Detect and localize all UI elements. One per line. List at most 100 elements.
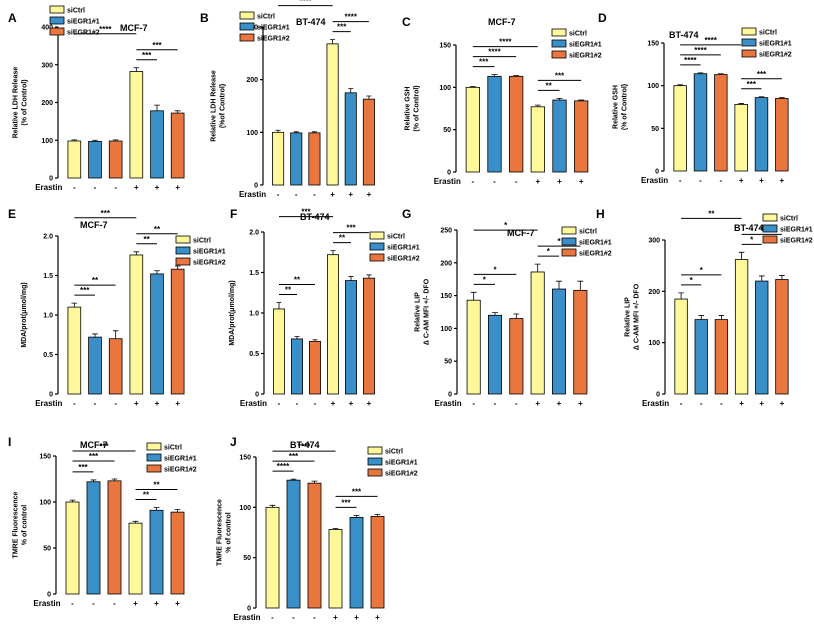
error-bar (366, 95, 372, 100)
panel-e: E MCF-7 0 0.5 1.0 1.5 2.0 MDA/prot(μmol/mg) - - - +… (8, 207, 226, 408)
significance-label: ** (154, 225, 161, 234)
error-bar (348, 88, 354, 93)
treatment-label: + (578, 399, 583, 408)
legend-label: siCtrl (759, 30, 777, 37)
error-bar (556, 97, 563, 101)
legend-swatch (741, 49, 757, 58)
error-bar (276, 302, 282, 309)
y-tick-label: 50 (651, 126, 659, 133)
significance-label: **** (345, 13, 358, 22)
legend-label: siCtrl (257, 14, 275, 21)
legend-swatch (175, 246, 191, 255)
significance-label: *** (101, 209, 111, 218)
y-tick-label: 1.0 (249, 311, 259, 318)
bar (694, 319, 708, 395)
error-bar (294, 336, 300, 339)
significance-label: **** (299, 0, 312, 6)
bar (108, 338, 123, 395)
treatment-label: + (375, 613, 380, 622)
bar (345, 280, 357, 395)
error-bar (348, 276, 354, 281)
y-axis-label-line: MDA/prot(μmol/mg) (229, 280, 236, 345)
bar (370, 515, 385, 609)
treatment-label: + (175, 599, 180, 608)
legend-label: siCtrl (387, 234, 405, 241)
y-tick-label: 50 (43, 546, 51, 553)
y-tick-label: 0 (49, 392, 53, 399)
legend-label: siEGR1#1 (193, 249, 226, 256)
error-bar (758, 96, 765, 98)
y-tick-label: 2.0 (249, 230, 259, 237)
bar (530, 106, 545, 173)
error-bar (470, 291, 477, 301)
error-bar (92, 139, 98, 142)
significance-label: * (483, 275, 487, 284)
error-bar (112, 139, 119, 142)
error-bar (366, 274, 372, 279)
significance-label: ** (708, 209, 715, 218)
chart-title: MCF-7 (507, 228, 535, 238)
y-tick-label: 100 (647, 83, 659, 90)
bar (291, 338, 303, 395)
treatment-label: + (133, 599, 138, 608)
legend-swatch (762, 235, 778, 244)
y-tick-label: 100 (41, 138, 53, 145)
bar (755, 280, 769, 395)
significance-label: ** (92, 276, 99, 285)
significance-label: *** (346, 224, 356, 233)
error-bar (174, 508, 181, 513)
treatment-label: + (331, 399, 336, 408)
bar (714, 74, 728, 172)
y-axis-label-line: Relative LIP (625, 297, 632, 337)
treatment-label: - (278, 399, 281, 408)
legend-label: siEGR1#1 (67, 19, 100, 26)
significance-label: ** (339, 234, 346, 243)
y-axis-label-line: % of control (226, 512, 233, 552)
bar (714, 319, 729, 395)
error-bar (738, 103, 744, 105)
error-bar (578, 99, 585, 101)
panel-h: H BT-474 0 100 200 300 Relative LIP Δ C-AM MFI … (596, 207, 813, 408)
significance-label: *** (289, 452, 299, 461)
legend-swatch (49, 16, 65, 25)
panel-letter: D (598, 11, 607, 25)
treatment-label: + (330, 190, 335, 199)
legend-label: siEGR1#2 (67, 30, 100, 37)
error-bar (153, 507, 160, 511)
erastin-label: Erastin (641, 176, 668, 185)
treatment-label: - (295, 190, 298, 199)
bar (754, 97, 769, 172)
y-tick-label: 1.5 (249, 270, 259, 277)
treatment-label: + (579, 177, 584, 186)
bar (551, 288, 567, 395)
panel-a: A MCF-7 0 100 200 300 400 Relative LDH Release(… (8, 5, 185, 192)
treatment-label: + (367, 399, 372, 408)
legend-swatch (551, 50, 567, 59)
significance-label: *** (352, 487, 362, 496)
y-axis-label: TMRE Fluorescence% of control (217, 499, 233, 566)
treatment-label: + (349, 399, 354, 408)
significance-label: *** (555, 71, 565, 80)
legend-label: siEGR1#2 (387, 256, 420, 263)
error-bar (718, 315, 725, 320)
legend-label: siEGR1#1 (780, 227, 813, 234)
panel-j: J BT-474 0 50 100 150 TMRE Fluorescence% of co… (217, 435, 418, 622)
bar (286, 479, 301, 609)
chart-title: MCF-7 (80, 220, 108, 230)
bar (309, 340, 321, 395)
chart-title: BT-474 (290, 440, 320, 450)
error-bar (132, 520, 139, 524)
error-bar (374, 513, 381, 517)
error-bar (491, 74, 498, 77)
bar (308, 132, 321, 186)
erastin-label: Erastin (35, 183, 62, 192)
treatment-label: + (739, 399, 744, 408)
legend-label: siEGR1#2 (257, 36, 290, 43)
error-bar (492, 312, 498, 316)
error-bar (311, 480, 318, 484)
error-bar (174, 265, 181, 270)
legend-label: siEGR1#2 (193, 260, 226, 267)
bar (509, 318, 524, 395)
legend-label: siEGR1#2 (385, 471, 418, 478)
y-tick-label: 2.0 (43, 234, 53, 241)
